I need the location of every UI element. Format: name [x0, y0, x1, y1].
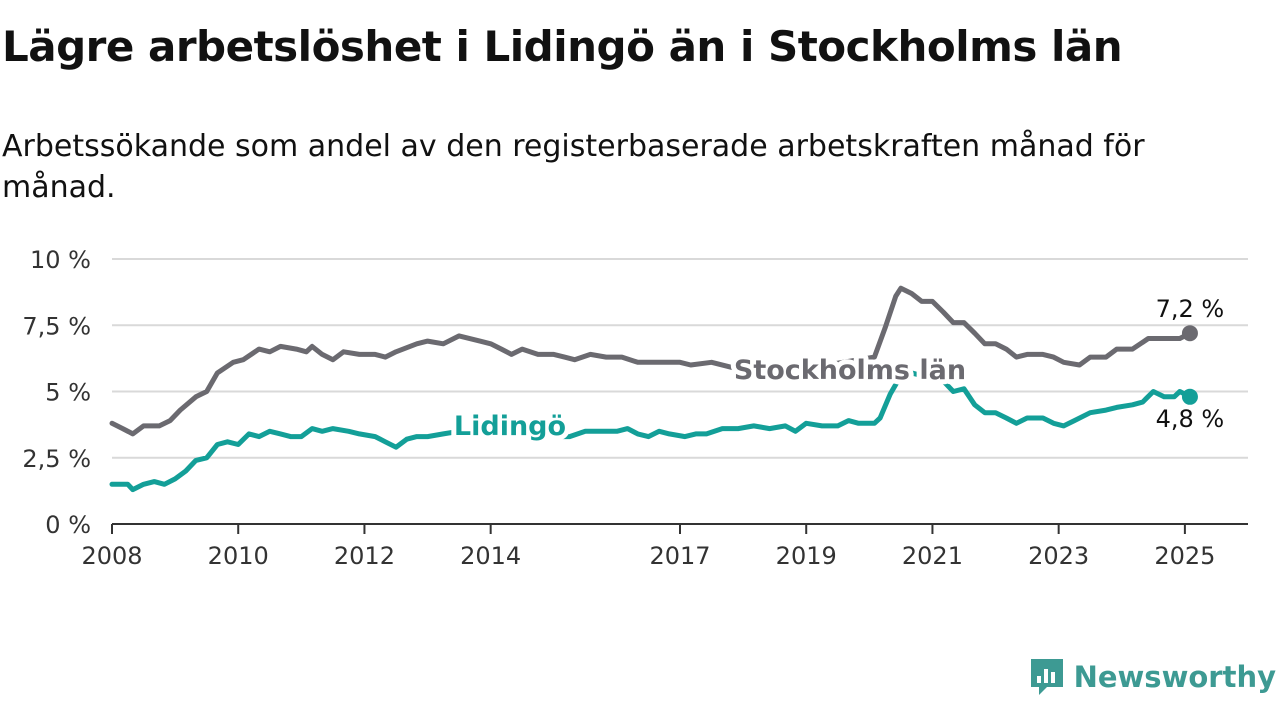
- brand-name: Newsworthy: [1073, 660, 1276, 694]
- series-name-label: Lidingö: [454, 411, 566, 442]
- x-tick-label: 2012: [334, 542, 395, 570]
- series-labels: 7,2 % 4,8 % Stockholms län Lidingö: [449, 295, 1225, 447]
- chart-subtitle: Arbetssökande som andel av den registerb…: [2, 129, 1145, 205]
- line-chart: 0 % 2,5 % 5 % 7,5 % 10 % 2008 2010 2012 2014 201…: [22, 246, 1248, 570]
- series-name-label: Stockholms län: [734, 355, 966, 386]
- newsworthy-logo: Newsworthy: [1030, 658, 1276, 696]
- x-tick-label: 2014: [460, 542, 521, 570]
- x-tick-label: 2023: [1028, 542, 1089, 570]
- x-axis: 2008 2010 2012 2014 2017 2019 2021 2023 2025: [81, 523, 1248, 570]
- x-tick-label: 2008: [81, 542, 142, 570]
- series-end-point: [1181, 388, 1198, 405]
- series-end-label: 4,8 %: [1156, 405, 1225, 433]
- x-tick-label: 2010: [208, 542, 269, 570]
- y-tick-label: 5 %: [45, 379, 91, 407]
- x-tick-label: 2021: [902, 542, 963, 570]
- y-tick-label: 0 %: [45, 511, 91, 539]
- y-tick-label: 10 %: [30, 246, 91, 274]
- y-axis-tick-labels: 0 % 2,5 % 5 % 7,5 % 10 %: [22, 246, 91, 539]
- series-end-label: 7,2 %: [1156, 295, 1225, 323]
- newsworthy-logo-icon: [1030, 659, 1063, 695]
- series-lines: [109, 285, 1198, 493]
- series-end-point: [1181, 325, 1198, 342]
- x-tick-label: 2017: [649, 542, 710, 570]
- y-tick-label: 2,5 %: [22, 445, 91, 473]
- series-line: [109, 285, 1193, 437]
- chart-title: Lägre arbetslöshet i Lidingö än i Stockh…: [2, 22, 1123, 71]
- series-line: [109, 367, 1193, 493]
- x-tick-label: 2019: [776, 542, 837, 570]
- y-tick-label: 7,5 %: [22, 312, 91, 340]
- gridlines: [112, 258, 1248, 459]
- x-tick-label: 2025: [1154, 542, 1215, 570]
